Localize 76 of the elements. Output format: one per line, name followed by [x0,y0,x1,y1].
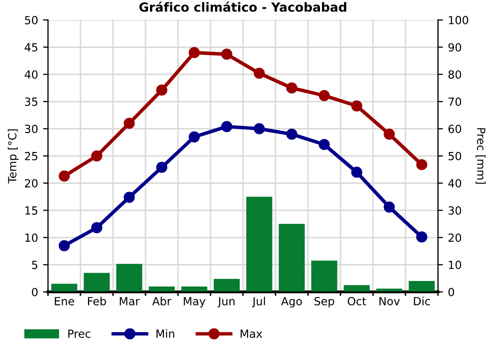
point [156,84,168,96]
y2-tick-label: 60 [448,124,462,134]
point [124,118,135,129]
y2-axis-title: Prec [mm] [476,128,486,184]
point [254,123,265,134]
x-tick-label: Mar [120,297,140,306]
y-tick-label: 40 [24,70,38,79]
y-tick-label: 20 [24,179,38,188]
bar [148,286,175,292]
point [351,166,362,178]
point [188,131,200,142]
x-tick-label: Ago [281,297,302,308]
y-tick-label: 0 [32,288,38,296]
point [124,192,135,203]
bar [51,284,78,292]
point [58,240,70,252]
y-tick-label: 50 [24,16,38,24]
point [286,128,298,140]
x-tick-label: May [184,297,206,308]
point [318,138,330,150]
bar [246,196,272,292]
y-tick-label: 25 [24,152,38,160]
x-tick-label: Feb [88,296,106,306]
point [188,47,200,58]
chart-title: Gráfico climático - Yacobabad [139,2,346,12]
y2-tick-label: 70 [448,98,462,106]
y-tick-label: 10 [25,233,38,242]
y2-tick-label: 100 [448,16,468,24]
bar [214,278,240,292]
bar [116,264,142,292]
y-tick-label: 30 [24,124,38,134]
x-tick-label: Nov [379,297,400,306]
y2-tick-label: 30 [448,206,462,215]
y2-tick-label: 40 [448,179,462,188]
y-tick-label: 5 [32,260,38,270]
x-tick-label: Ene [54,297,74,306]
point [318,90,330,102]
point [221,48,232,60]
x-tick-label: Jun [217,297,234,308]
point [58,170,70,182]
point [384,201,395,213]
y2-tick-label: 50 [448,152,462,160]
point [254,68,265,79]
bar [376,288,402,292]
x-tick-label: Jul [252,296,265,308]
bar [344,285,370,292]
bar [181,286,208,292]
bar [278,224,305,292]
point [156,162,168,173]
x-tick-label: Sep [314,296,334,308]
y2-tick-label: 20 [448,233,462,242]
point [221,121,232,132]
point [286,82,298,94]
legend-label: Min [156,329,174,338]
point [91,150,102,162]
x-tick-label: Abr [152,296,172,306]
x-tick-label: Oct [348,296,366,306]
y2-tick-label: 80 [448,70,462,79]
y2-tick-label: 0 [448,288,454,296]
bar [408,281,435,292]
bar [84,272,110,292]
point [384,128,395,140]
legend-label: Max [240,330,262,338]
x-tick-label: Dic [414,296,430,306]
legend-label: Prec [68,330,90,338]
point [351,100,362,112]
point [416,231,428,243]
point [416,159,428,170]
bar [311,260,338,292]
y-tick-label: 35 [24,98,38,106]
y2-tick-label: 90 [448,43,462,52]
y2-tick-label: 10 [448,260,462,270]
y-axis-title: Temp [°C] [8,129,19,184]
y-tick-label: 45 [24,43,38,52]
point [91,222,102,234]
y-tick-label: 15 [25,206,38,215]
